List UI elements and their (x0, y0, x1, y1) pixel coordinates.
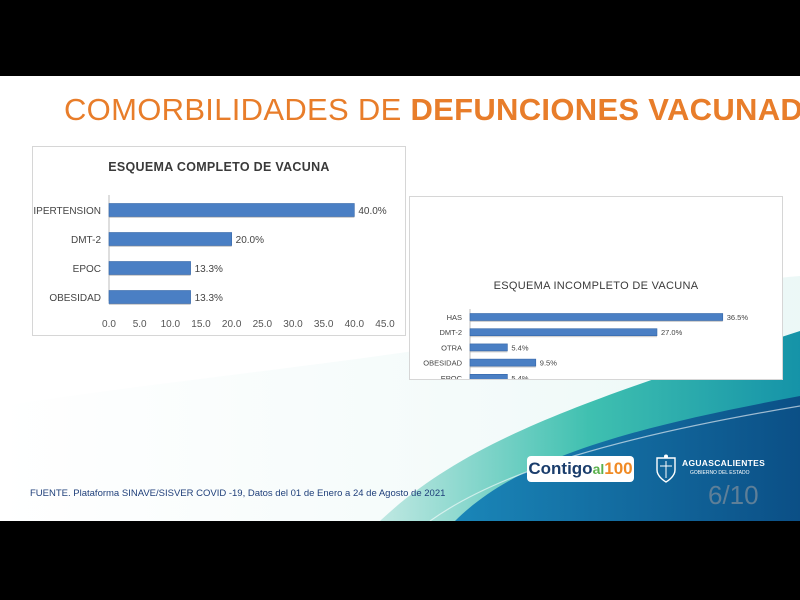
data-label: 5.4% (511, 374, 528, 379)
category-label: OTRA (441, 343, 462, 352)
x-tick-label: 30.0 (283, 319, 303, 330)
chart-completo: ESQUEMA COMPLETO DE VACUNA 0.0 5.0 10.0 15.0… (33, 160, 395, 330)
data-label: 9.5% (540, 359, 557, 368)
chart-title: ESQUEMA COMPLETO DE VACUNA (108, 160, 329, 174)
gov-name: AGUASCALIENTES (682, 458, 766, 468)
slide: COMORBILIDADES DE DEFUNCIONES VACUNADOS … (0, 76, 800, 521)
category-label: DMT-2 (71, 235, 101, 246)
x-tick-label: 25.0 (253, 319, 273, 330)
page-number: 6/10 (708, 480, 759, 510)
x-tick-label: 5.0 (133, 319, 147, 330)
x-tick-label: 35.0 (314, 319, 334, 330)
bar (108, 261, 191, 275)
data-label: 40.0% (358, 206, 386, 217)
data-label: 13.3% (195, 264, 223, 275)
contigo-al-100-logo: Contigoal100 (527, 456, 634, 482)
gov-subtitle: GOBIERNO DEL ESTADO (690, 470, 750, 476)
data-label: 13.3% (195, 293, 223, 304)
bar (108, 290, 191, 304)
x-tick-label: 0.0 (102, 319, 116, 330)
category-label: EPOC (73, 264, 101, 275)
slide-title: COMORBILIDADES DE DEFUNCIONES VACUNADOS (64, 92, 800, 127)
chart-panel-incompleto: ESQUEMA INCOMPLETO DE VACUNA0.05.010.015… (409, 196, 783, 380)
category-label: OBESIDAD (49, 293, 101, 304)
bar (469, 374, 508, 379)
chart-panel-completo: ESQUEMA COMPLETO DE VACUNA 0.0 5.0 10.0 15.0… (32, 146, 406, 336)
category-label: HIPERTENSION (33, 206, 101, 217)
x-tick-label: 15.0 (191, 319, 211, 330)
data-label: 20.0% (236, 235, 264, 246)
gobierno-logo: AGUASCALIENTES GOBIERNO DEL ESTADO (650, 454, 770, 488)
x-tick-label: 10.0 (161, 319, 181, 330)
category-label: EPOC (441, 374, 463, 379)
chart-title: ESQUEMA INCOMPLETO DE VACUNA (494, 280, 699, 292)
bar (469, 358, 537, 367)
bar (108, 232, 232, 246)
x-tick-label: 45.0 (375, 319, 395, 330)
category-label: OBESIDAD (423, 359, 462, 368)
source-note: FUENTE. Plataforma SINAVE/SISVER COVID -… (30, 488, 446, 499)
bar (108, 203, 355, 217)
bar (469, 313, 724, 321)
chart-incompleto: ESQUEMA INCOMPLETO DE VACUNA0.05.010.015… (423, 280, 749, 379)
x-tick-label: 40.0 (345, 319, 365, 330)
data-label: 27.0% (661, 328, 683, 337)
coat-of-arms-icon (656, 454, 676, 483)
category-label: HAS (447, 313, 462, 322)
bar (469, 343, 508, 352)
x-tick-label: 20.0 (222, 319, 242, 330)
data-label: 36.5% (727, 313, 749, 322)
data-label: 5.4% (511, 343, 528, 352)
bar (469, 328, 658, 336)
category-label: DMT-2 (440, 328, 463, 337)
